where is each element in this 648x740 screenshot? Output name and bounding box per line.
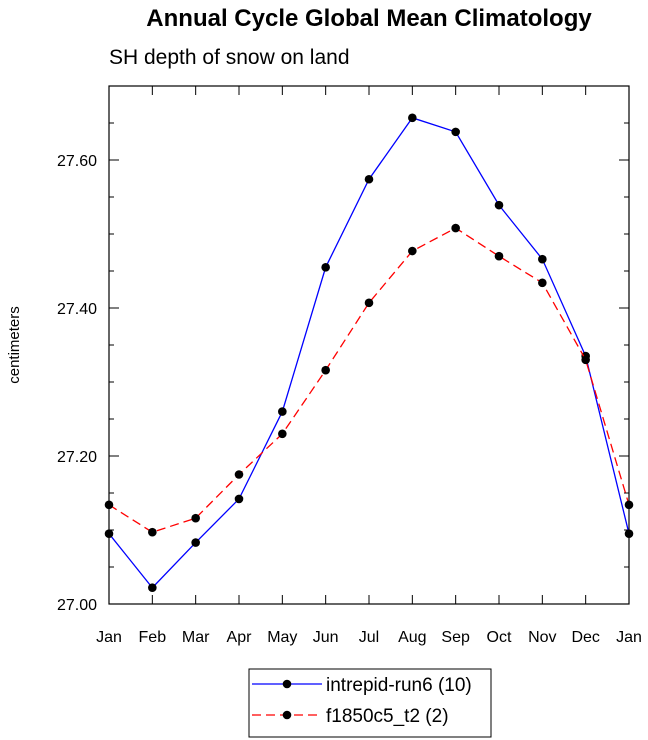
data-point (234, 470, 244, 479)
y-axis-label: centimeters (6, 306, 23, 384)
x-tick-label: Jan (616, 629, 642, 646)
x-tick-label: Dec (571, 629, 599, 646)
data-point (581, 355, 590, 365)
chart-subtitle: SH depth of snow on land (109, 46, 350, 69)
data-point (148, 527, 157, 537)
series-0 (104, 113, 634, 593)
chart-title: Annual Cycle Global Mean Climatology (146, 5, 592, 32)
y-tick-label: 27.60 (57, 153, 97, 170)
data-point (624, 529, 634, 538)
data-point (408, 113, 417, 123)
x-tick-label: Aug (398, 629, 426, 646)
data-point (278, 429, 287, 439)
data-point (451, 223, 460, 233)
series-line (108, 227, 630, 533)
data-point (538, 278, 547, 288)
legend-label: f1850c5_t2 (2) (326, 706, 449, 727)
series-1 (104, 223, 634, 537)
series-layer (104, 113, 634, 593)
data-point (234, 494, 244, 504)
x-tick-label: Apr (227, 629, 253, 646)
data-point (191, 538, 200, 547)
series-line (108, 117, 630, 589)
x-tick-label: Oct (487, 629, 512, 646)
data-point (278, 407, 287, 416)
x-tick-label: Jan (96, 629, 122, 646)
y-tick-label: 27.20 (57, 449, 97, 466)
data-point (364, 298, 374, 308)
x-tick-label: Mar (182, 629, 210, 646)
data-point (451, 127, 460, 137)
legend-marker (282, 679, 292, 689)
x-tick-label: Jul (359, 629, 379, 646)
x-tick-label: May (267, 629, 297, 646)
data-point (494, 200, 504, 210)
legend-marker (282, 710, 292, 720)
y-tick-label: 27.40 (57, 301, 97, 318)
data-point (104, 529, 114, 538)
legend-box (248, 668, 492, 738)
axis-ticks: Jan Feb Mar Apr May Jun Jul Aug Sep Oct Nov Dec Jan 2… (57, 85, 642, 646)
data-point (364, 174, 374, 184)
data-point (104, 500, 114, 510)
y-tick-label: 27.00 (57, 597, 97, 614)
data-point (538, 254, 547, 264)
legend: intrepid-run6 (10) f1850c5_t2 (2) (248, 668, 492, 738)
x-tick-label: Sep (441, 629, 470, 646)
x-tick-label: Jun (313, 629, 339, 646)
data-point (494, 251, 504, 261)
data-point (191, 513, 200, 523)
data-point (148, 583, 157, 593)
plot-frame (108, 85, 630, 605)
x-tick-label: Feb (139, 629, 167, 646)
data-point (321, 365, 330, 375)
data-point (408, 246, 417, 256)
legend-label: intrepid-run6 (10) (326, 675, 472, 696)
data-point (624, 500, 634, 510)
data-point (321, 263, 330, 272)
x-tick-label: Nov (528, 629, 556, 646)
